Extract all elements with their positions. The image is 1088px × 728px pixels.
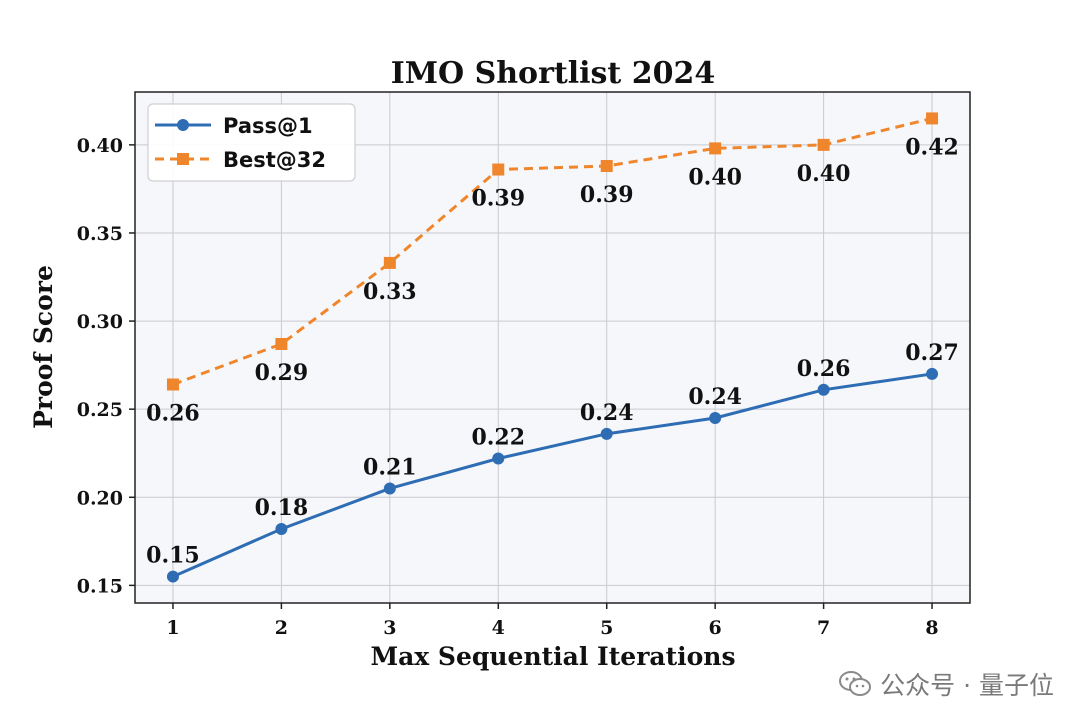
x-tick-label: 1 [166, 617, 179, 639]
grid-lines [134, 91, 971, 604]
data-point-pass-1 [275, 522, 288, 535]
x-tick-label: 5 [600, 617, 613, 639]
data-point-best-32 [383, 256, 396, 269]
legend-label-pass-1: Pass@1 [223, 114, 313, 138]
legend-marker-best-32 [177, 153, 189, 165]
data-point-pass-1 [492, 452, 505, 465]
legend-box [147, 103, 356, 182]
x-tick-label: 7 [817, 617, 830, 639]
data-label-best-32: 0.39 [471, 186, 525, 212]
data-point-pass-1 [926, 367, 939, 380]
x-axis-label: Max Sequential Iterations [370, 642, 735, 671]
y-tick-label: 0.35 [77, 223, 123, 245]
legend-marker-pass-1 [177, 119, 189, 131]
legend-label-best-32: Best@32 [223, 148, 326, 172]
watermark: 公众号 · 量子位 [838, 666, 1054, 702]
y-axis-label: Proof Score [29, 265, 58, 429]
watermark-text: 公众号 · 量子位 [880, 671, 1054, 700]
x-tick-label: 6 [709, 617, 722, 639]
data-labels: 0.15 0.18 0.21 0.22 0.24 0.24 0.26 0.27 0.26 0.29… [146, 134, 959, 568]
data-label-best-32: 0.39 [580, 182, 634, 208]
data-label-pass-1: 0.26 [797, 356, 851, 382]
data-label-pass-1: 0.24 [688, 384, 742, 410]
x-ticks: 1 2 3 4 5 6 7 8 [166, 603, 939, 639]
data-point-pass-1 [600, 427, 613, 440]
data-point-pass-1 [817, 383, 830, 396]
data-point-best-32 [926, 112, 939, 125]
data-point-best-32 [492, 163, 505, 176]
chart-title: IMO Shortlist 2024 [391, 56, 715, 91]
data-label-best-32: 0.33 [363, 279, 417, 305]
data-label-pass-1: 0.18 [255, 495, 309, 521]
data-label-best-32: 0.40 [797, 161, 851, 187]
wechat-icon [839, 671, 872, 696]
x-tick-label: 8 [925, 617, 938, 639]
data-point-best-32 [275, 337, 288, 350]
series-lines [166, 112, 939, 583]
y-tick-label: 0.30 [77, 311, 123, 333]
y-ticks: 0.15 0.20 0.25 0.30 0.35 0.40 [77, 135, 135, 597]
data-label-best-32: 0.26 [146, 401, 200, 427]
y-tick-label: 0.15 [77, 575, 123, 597]
data-point-best-32 [817, 138, 830, 151]
data-point-best-32 [709, 142, 722, 155]
data-label-best-32: 0.42 [905, 134, 959, 160]
data-label-pass-1: 0.21 [363, 454, 417, 480]
data-label-best-32: 0.40 [688, 164, 742, 190]
series-line-pass-1 [172, 372, 933, 578]
y-tick-label: 0.20 [77, 487, 123, 509]
data-label-pass-1: 0.15 [146, 543, 200, 569]
plot-border [134, 91, 971, 604]
data-label-best-32: 0.29 [255, 360, 309, 386]
data-label-pass-1: 0.24 [580, 400, 634, 426]
data-point-best-32 [166, 378, 179, 391]
x-tick-label: 2 [275, 617, 288, 639]
y-tick-label: 0.25 [77, 399, 123, 421]
y-tick-label: 0.40 [77, 135, 123, 157]
data-point-pass-1 [383, 482, 396, 495]
data-label-pass-1: 0.27 [905, 340, 959, 366]
x-tick-label: 3 [383, 617, 396, 639]
legend: Pass@1 Best@32 [147, 103, 356, 182]
data-point-pass-1 [166, 570, 179, 583]
series-line-best-32 [172, 116, 933, 386]
x-tick-label: 4 [492, 617, 505, 639]
data-point-pass-1 [709, 411, 722, 424]
data-point-best-32 [600, 160, 613, 173]
data-label-pass-1: 0.22 [471, 425, 525, 451]
